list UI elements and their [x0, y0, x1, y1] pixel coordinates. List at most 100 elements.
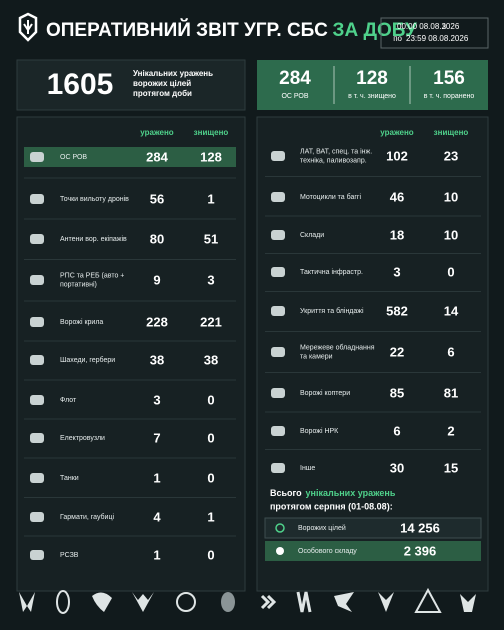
- month-value: 2 396: [404, 543, 437, 558]
- row-label: техніка, паливозапр.: [300, 156, 367, 164]
- footer-logos: [19, 587, 476, 614]
- title-accent: ЗА ДОБУ: [333, 20, 417, 41]
- destroyed-value: 0: [207, 470, 214, 485]
- total-box: [16, 59, 246, 111]
- destroyed-value: 10: [444, 189, 458, 204]
- row-icon: [30, 275, 44, 285]
- row-icon: [30, 194, 44, 204]
- destroyed-value: 51: [204, 231, 218, 246]
- row-icon: [30, 355, 44, 365]
- stat-value: 284: [279, 68, 311, 89]
- month-box: [265, 541, 481, 561]
- row-label: Електровузли: [60, 435, 105, 442]
- hit-value: 80: [150, 231, 164, 246]
- hit-value: 6: [393, 423, 400, 438]
- destroyed-value: 0: [207, 430, 214, 445]
- row-label: Антени вор. екіпажів: [60, 235, 127, 243]
- column-header: уражено: [380, 128, 414, 137]
- row-icon: [271, 426, 285, 436]
- hit-value: 582: [386, 303, 408, 318]
- row-icon: [30, 152, 44, 162]
- destroyed-value: 6: [447, 344, 454, 359]
- destroyed-value: 0: [207, 392, 214, 407]
- month-title: Всього унікальних уражень: [270, 488, 396, 498]
- row-label: Склади: [300, 232, 324, 239]
- hit-value: 18: [390, 227, 404, 242]
- hit-value: 228: [146, 314, 168, 329]
- column-header: уражено: [140, 128, 174, 137]
- destroyed-value: 81: [444, 385, 458, 400]
- logo-mark: [23, 20, 33, 34]
- column-header: знищено: [194, 128, 229, 137]
- title-main: ОПЕРАТИВНИЙ ЗВІТ УГР. СБС: [46, 19, 328, 41]
- hit-value: 3: [393, 264, 400, 279]
- row-label: Тактична інфрастр.: [300, 268, 363, 276]
- total-label: протягом доби: [133, 89, 192, 98]
- row-icon: [271, 151, 285, 161]
- destroyed-value: 1: [207, 509, 214, 524]
- row-label: Ворожі коптери: [300, 389, 350, 397]
- row-icon: [271, 463, 285, 473]
- unit-logo: [260, 594, 277, 610]
- destroyed-value: 14: [444, 303, 459, 318]
- date-to: 23:59 08.08.2026: [406, 34, 469, 43]
- destroyed-value: 0: [207, 547, 214, 562]
- month-label: Ворожих цілей: [298, 524, 346, 532]
- row-label: Танки: [60, 475, 79, 482]
- month-title: протягом серпня (01-08.08):: [270, 501, 393, 511]
- row-label: Мережеве обладнання: [300, 343, 375, 351]
- month-value: 14 256: [400, 520, 440, 535]
- destroyed-value: 15: [444, 460, 458, 475]
- row-icon: [271, 267, 285, 277]
- unit-logo: [334, 592, 354, 612]
- stat-label: ОС РОВ: [281, 93, 308, 100]
- date-box: [380, 17, 489, 49]
- title: ОПЕРАТИВНИЙ ЗВІТ УГР. СБС ЗА ДОБУ: [46, 19, 417, 41]
- hit-value: 46: [390, 189, 404, 204]
- row-label: Шахеди, гербери: [60, 356, 115, 364]
- unit-logo: [92, 592, 112, 612]
- destroyed-value: 3: [207, 272, 214, 287]
- row-label: ОС РОВ: [60, 154, 87, 161]
- row-label: Точки вильоту дронів: [60, 195, 129, 203]
- row-icon: [30, 473, 44, 483]
- right-panel: [256, 116, 489, 592]
- month-label: Особового складу: [298, 547, 357, 555]
- unit-logo: [296, 591, 312, 613]
- destroyed-value: 38: [204, 352, 218, 367]
- row-label: Інше: [300, 465, 315, 472]
- unit-logo: [19, 592, 35, 612]
- stat-label: в т. ч. поранено: [424, 93, 475, 100]
- hit-value: 7: [153, 430, 160, 445]
- hit-value: 102: [386, 148, 408, 163]
- row-icon: [30, 395, 44, 405]
- logo: [18, 12, 38, 42]
- row-label: Ворожі НРК: [300, 427, 339, 435]
- total-label: ворожих цілей: [133, 79, 191, 88]
- hit-value: 30: [390, 460, 404, 475]
- row-label: Флот: [60, 397, 77, 404]
- unit-logo: [176, 592, 196, 612]
- stats-box: [257, 60, 488, 110]
- row-icon: [271, 388, 285, 398]
- month-title-start: Всього: [270, 488, 302, 498]
- row-label: РСЗВ: [60, 552, 79, 559]
- unit-logo: [414, 587, 442, 613]
- hit-value: 9: [153, 272, 160, 287]
- hit-value: 22: [390, 344, 404, 359]
- row-highlight: [24, 147, 236, 167]
- stat-label: в т. ч. знищено: [348, 93, 396, 100]
- row-label: Укриття та бліндажі: [300, 307, 364, 315]
- hit-value: 85: [390, 385, 404, 400]
- row-label: ЛАТ, ВАТ, спец. та інж.: [300, 147, 372, 155]
- column-header: знищено: [434, 128, 469, 137]
- row-icon: [30, 234, 44, 244]
- row-label: Ворожі крила: [60, 318, 103, 326]
- row-icon: [271, 230, 285, 240]
- hit-value: 56: [150, 191, 164, 206]
- destroyed-value: 1: [207, 191, 214, 206]
- destroyed-value: 221: [200, 314, 222, 329]
- row-label: Мотоцикли та баггі: [300, 193, 361, 201]
- unit-logo: [132, 592, 154, 612]
- unit-logo: [221, 592, 235, 612]
